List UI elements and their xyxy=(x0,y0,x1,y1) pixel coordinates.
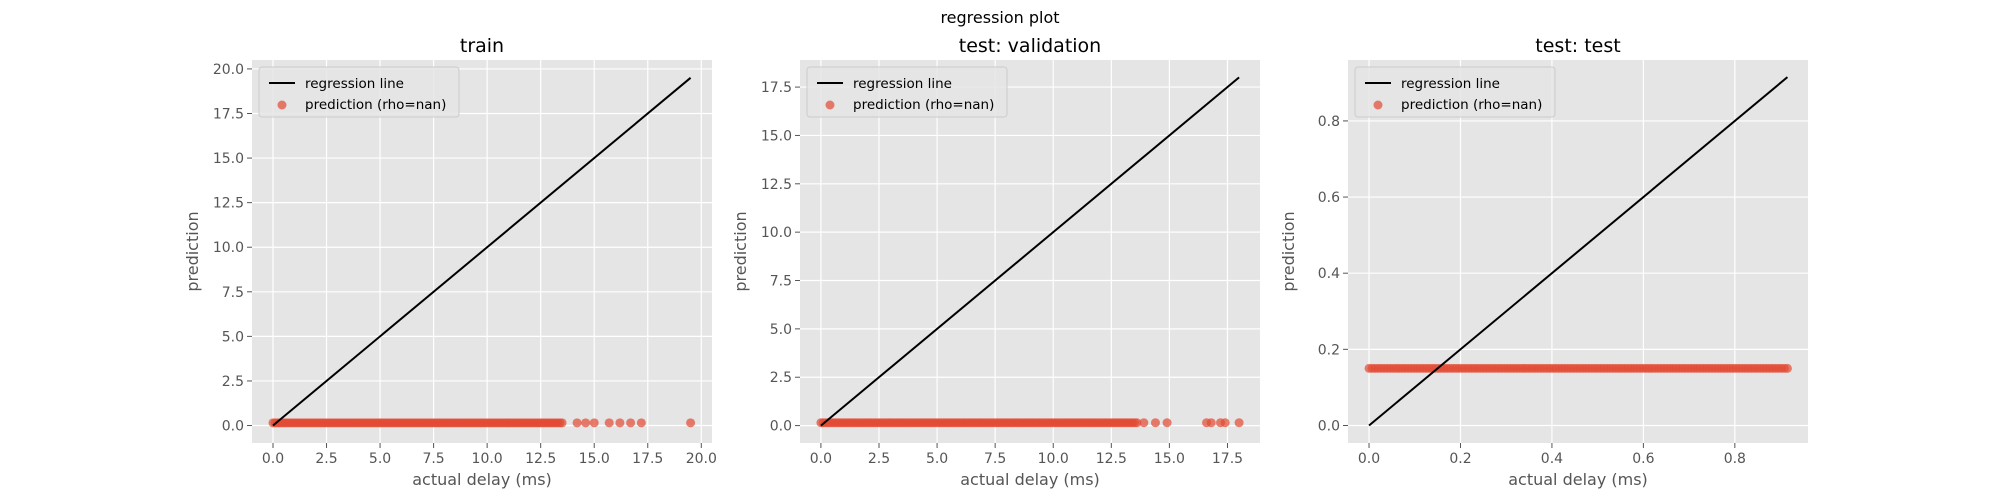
y-tick-label: 17.5 xyxy=(761,80,792,96)
chart-panel-2: 0.0 2.5 5.0 7.5 10.0 12.5 15.0 17.5 0.0 2.5 5.0 7.5… xyxy=(731,35,1260,489)
x-tick-label: 5.0 xyxy=(926,451,948,467)
data-point xyxy=(1234,418,1244,428)
x-tick-label: 12.5 xyxy=(1096,451,1127,467)
y-tick-label: 7.5 xyxy=(770,274,792,290)
data-point xyxy=(1150,418,1160,428)
x-tick-label: 0.4 xyxy=(1541,451,1563,467)
legend-point-swatch xyxy=(277,100,287,110)
data-point xyxy=(1206,418,1216,428)
y-tick-label: 0.6 xyxy=(1318,190,1340,206)
data-point xyxy=(1132,418,1142,428)
y-tick-label: 0.4 xyxy=(1318,266,1340,282)
y-tick-label: 0.0 xyxy=(222,419,244,435)
y-tick-label: 15.0 xyxy=(213,151,244,167)
y-tick-label: 2.5 xyxy=(222,374,244,390)
x-tick-label: 17.5 xyxy=(1212,451,1243,467)
x-axis-label: actual delay (ms) xyxy=(1508,470,1648,489)
x-tick-label: 0.6 xyxy=(1632,451,1654,467)
y-tick-label: 0.0 xyxy=(1318,418,1340,434)
data-point xyxy=(572,418,582,428)
y-tick-label: 5.0 xyxy=(770,322,792,338)
chart-title: test: validation xyxy=(959,35,1101,57)
regression-line xyxy=(1368,76,1789,427)
regression-line xyxy=(272,77,692,427)
x-tick-label: 0.8 xyxy=(1724,451,1746,467)
chart-panel-1: 0.0 2.5 5.0 7.5 10.0 12.5 15.0 17.5 20.0 0.0 2.5 5.… xyxy=(183,35,717,489)
data-point xyxy=(686,418,696,428)
regression-line xyxy=(820,76,1240,427)
x-tick-label: 10.0 xyxy=(472,451,503,467)
y-tick-label: 20.0 xyxy=(213,62,244,78)
legend-label: regression line xyxy=(305,76,404,92)
x-tick-label: 0.2 xyxy=(1449,451,1471,467)
x-tick-label: 10.0 xyxy=(1038,451,1069,467)
data-point xyxy=(1162,418,1172,428)
data-point xyxy=(626,418,636,428)
x-tick-label: 2.5 xyxy=(868,451,890,467)
x-tick-label: 2.5 xyxy=(315,451,337,467)
y-tick-label: 0.8 xyxy=(1318,114,1340,130)
chart-title: test: test xyxy=(1535,35,1620,57)
data-point xyxy=(604,418,614,428)
legend-label: prediction (rho=nan) xyxy=(1401,97,1542,113)
x-tick-label: 5.0 xyxy=(369,451,391,467)
legend-box xyxy=(1354,66,1556,118)
y-tick-label: 12.5 xyxy=(213,196,244,212)
y-tick-label: 0.0 xyxy=(770,419,792,435)
y-axis-label: prediction xyxy=(731,211,750,291)
x-tick-label: 0.0 xyxy=(262,451,284,467)
chart-panel-3: 0.0 0.2 0.4 0.6 0.8 0.0 0.2 0.4 0.6 0.8 test: test… xyxy=(1279,35,1808,489)
y-tick-label: 17.5 xyxy=(213,106,244,122)
y-axis-label: prediction xyxy=(183,211,202,291)
y-tick-label: 0.2 xyxy=(1318,342,1340,358)
y-tick-label: 10.0 xyxy=(761,225,792,241)
legend-label: regression line xyxy=(853,76,952,92)
x-axis-label: actual delay (ms) xyxy=(960,470,1100,489)
data-point xyxy=(557,418,567,428)
legend-label: regression line xyxy=(1401,76,1500,92)
legend-box xyxy=(258,66,460,118)
x-tick-label: 7.5 xyxy=(984,451,1006,467)
data-point xyxy=(589,418,599,428)
legend-label: prediction (rho=nan) xyxy=(853,97,994,113)
data-point xyxy=(1139,418,1149,428)
x-tick-label: 7.5 xyxy=(422,451,444,467)
x-tick-label: 15.0 xyxy=(579,451,610,467)
x-tick-label: 15.0 xyxy=(1154,451,1185,467)
legend-point-swatch xyxy=(825,100,835,110)
x-tick-label: 12.5 xyxy=(525,451,556,467)
legend-point-swatch xyxy=(1373,100,1383,110)
x-tick-label: 20.0 xyxy=(686,451,717,467)
legend-label: prediction (rho=nan) xyxy=(305,97,446,113)
y-tick-label: 12.5 xyxy=(761,177,792,193)
y-tick-label: 15.0 xyxy=(761,128,792,144)
x-tick-label: 0.0 xyxy=(810,451,832,467)
y-tick-label: 5.0 xyxy=(222,329,244,345)
legend-box xyxy=(806,66,1008,118)
figure-title: regression plot xyxy=(940,8,1059,27)
data-point xyxy=(636,418,646,428)
x-tick-label: 0.0 xyxy=(1358,451,1380,467)
data-point xyxy=(615,418,625,428)
x-axis-label: actual delay (ms) xyxy=(412,470,552,489)
data-point xyxy=(1220,418,1230,428)
y-axis-label: prediction xyxy=(1279,211,1298,291)
x-tick-label: 17.5 xyxy=(632,451,663,467)
y-tick-label: 7.5 xyxy=(222,285,244,301)
data-point xyxy=(581,418,591,428)
data-point xyxy=(1782,363,1792,373)
chart-title: train xyxy=(460,35,504,57)
y-tick-label: 2.5 xyxy=(770,370,792,386)
y-tick-label: 10.0 xyxy=(213,240,244,256)
